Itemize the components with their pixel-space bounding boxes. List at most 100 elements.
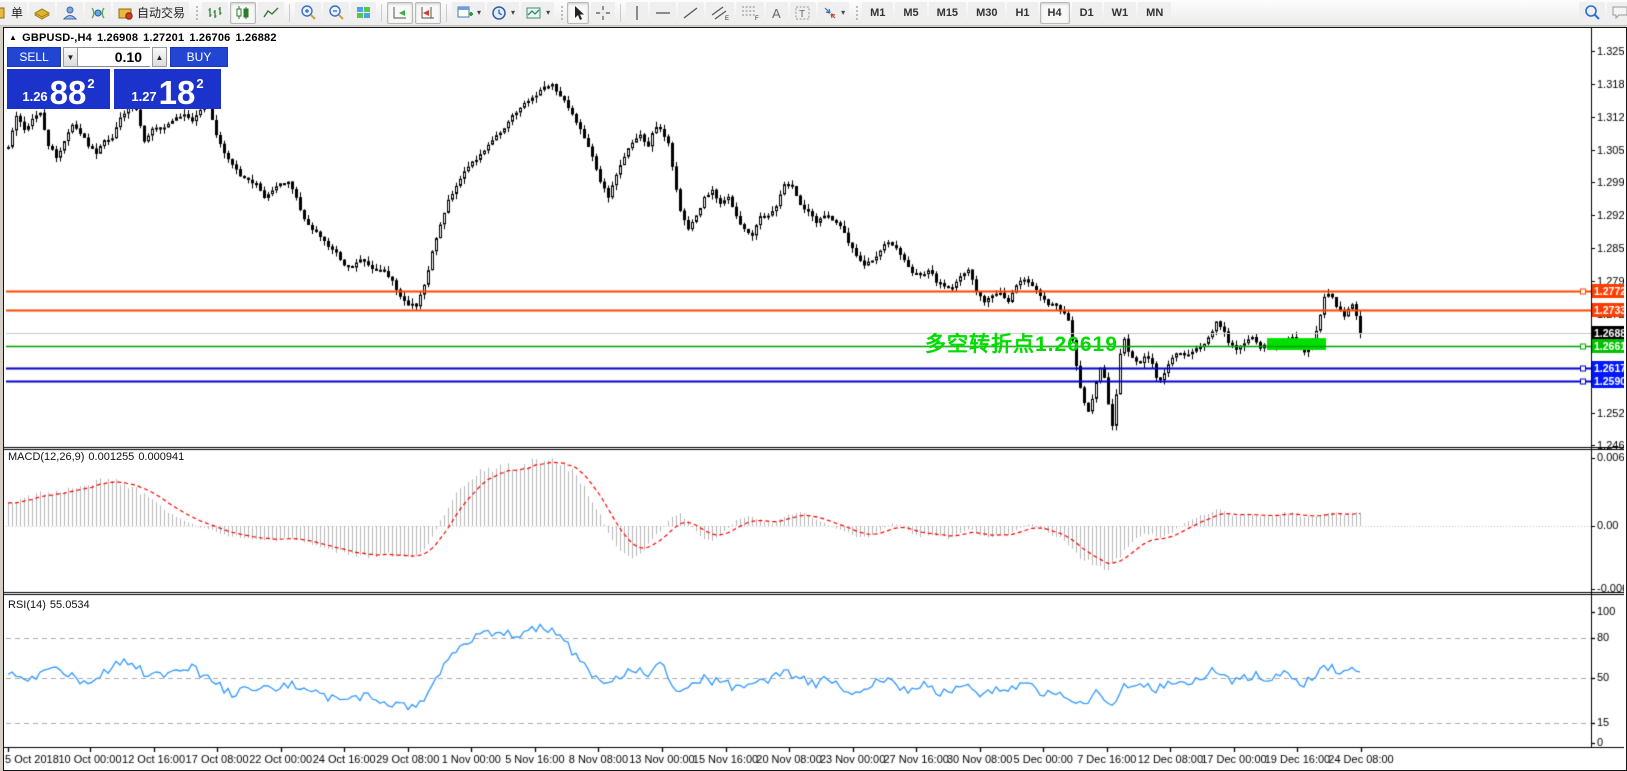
search-icon	[1585, 5, 1600, 20]
history-center-button[interactable]	[29, 1, 56, 24]
svg-text:T: T	[799, 9, 805, 20]
zoom-out-button[interactable]	[323, 1, 350, 24]
macd-signal-value: 0.000941	[138, 451, 185, 463]
sell-price-display[interactable]: 1.26 88 2	[7, 69, 110, 109]
toolbar-separator	[446, 3, 448, 22]
cursor-icon	[575, 5, 585, 20]
open-value: 1.26908	[96, 32, 139, 44]
chevron-down-icon: ▾	[546, 8, 551, 17]
timeframe-m5-button[interactable]: M5	[895, 1, 927, 24]
line-chart-button[interactable]	[258, 1, 285, 24]
sell-price-point: 2	[87, 76, 95, 91]
svg-text:A: A	[772, 6, 781, 21]
fibonacci-icon: F	[742, 6, 759, 21]
timeframe-d1-button[interactable]: D1	[1071, 1, 1102, 24]
new-order-button[interactable]: 单	[0, 1, 28, 24]
new-order-label: 单	[11, 6, 24, 20]
chart-canvas[interactable]	[4, 28, 1624, 768]
text-icon: A	[772, 6, 781, 21]
search-button[interactable]	[1579, 1, 1605, 24]
period-dropdown[interactable]: ▾	[487, 1, 520, 24]
autotrading-label: 自动交易	[137, 6, 186, 20]
autotrading-button[interactable]: 自动交易	[113, 1, 190, 24]
buy-price-display[interactable]: 1.27 18 2	[114, 69, 221, 109]
chart-window: ▲ GBPUSD-,H4 1.26908 1.27201 1.26706 1.26882 …	[3, 27, 1627, 771]
svg-text:F: F	[755, 16, 759, 21]
template-dropdown[interactable]: ▾	[521, 1, 555, 24]
sell-button[interactable]: SELL	[7, 47, 61, 67]
horizontal-line-icon	[656, 11, 671, 14]
lot-size-input[interactable]	[78, 47, 150, 67]
accounts-button[interactable]	[57, 1, 84, 24]
lot-increase-button[interactable]: ▲	[152, 47, 167, 67]
template-icon	[526, 7, 541, 18]
timeframe-h4-button[interactable]: H4	[1039, 1, 1070, 24]
buy-button[interactable]: BUY	[170, 47, 228, 67]
symbol-period-label: GBPUSD-,H4	[22, 32, 92, 44]
gold-bar-icon	[34, 7, 51, 20]
timeframe-m30-button[interactable]: M30	[968, 1, 1006, 24]
toolbar-grip	[559, 3, 565, 22]
timeframe-w1-button[interactable]: W1	[1103, 1, 1137, 24]
toolbar-separator	[620, 3, 622, 22]
annotation-text[interactable]: 多空转折点1.26619	[925, 333, 1118, 356]
bar-chart-icon	[208, 6, 222, 18]
text-label-tool[interactable]: T	[790, 1, 817, 24]
timeframe-m1-button[interactable]: M1	[862, 1, 894, 24]
chat-button[interactable]	[1607, 1, 1627, 24]
timeframe-h1-button[interactable]: H1	[1007, 1, 1038, 24]
buy-price-integer: 1.27	[131, 89, 157, 104]
cursor-tool-button[interactable]	[567, 1, 590, 24]
signals-button[interactable]	[85, 1, 112, 24]
chart-title: ▲ GBPUSD-,H4 1.26908 1.27201 1.26706 1.26882	[9, 32, 282, 44]
arrows-icon	[824, 7, 836, 18]
new-chart-icon	[457, 6, 474, 17]
chevron-down-icon: ▾	[511, 8, 516, 17]
text-label-icon: T	[795, 6, 810, 20]
lot-decrease-button[interactable]: ▼	[63, 47, 78, 67]
candlestick-chart-button[interactable]	[230, 1, 257, 24]
text-tool[interactable]: A	[766, 1, 789, 24]
toolbar-separator	[289, 3, 291, 22]
sell-price-integer: 1.26	[22, 89, 48, 104]
macd-name: MACD(12,26,9)	[8, 451, 85, 463]
toolbar-grip	[854, 3, 860, 22]
trendline-icon	[683, 6, 698, 19]
equidistant-channel-tool[interactable]: E	[706, 1, 735, 24]
vertical-line-tool[interactable]	[626, 1, 649, 24]
low-value: 1.26706	[189, 32, 231, 44]
chart-shift-button[interactable]	[415, 1, 442, 24]
zoom-in-button[interactable]	[295, 1, 322, 24]
horizontal-line-tool[interactable]	[650, 1, 677, 24]
sell-price-pips: 88	[49, 73, 87, 111]
tile-windows-button[interactable]	[351, 1, 377, 24]
toolbar-separator	[381, 3, 383, 22]
chart-shift-icon	[421, 6, 435, 18]
channel-icon: E	[711, 6, 729, 21]
bar-chart-button[interactable]	[202, 1, 229, 24]
timeframe-m15-button[interactable]: M15	[928, 1, 967, 24]
signal-icon	[91, 7, 105, 18]
vertical-line-icon	[636, 5, 638, 20]
crosshair-tool-button[interactable]	[591, 1, 616, 24]
close-value: 1.26882	[235, 32, 277, 44]
auto-scroll-button[interactable]	[387, 1, 414, 24]
rsi-name: RSI(14)	[8, 599, 46, 611]
timeframe-mn-button[interactable]: MN	[1138, 1, 1172, 24]
toolbar-grip	[194, 3, 200, 22]
new-order-icon	[0, 7, 5, 18]
candlestick-chart-icon	[236, 5, 249, 19]
new-chart-dropdown[interactable]: ▾	[452, 1, 486, 24]
line-chart-icon	[263, 7, 279, 17]
arrows-tool-dropdown[interactable]: ▾	[818, 1, 850, 24]
macd-value: 0.001255	[88, 451, 135, 463]
buy-price-pips: 18	[158, 73, 196, 111]
chevron-down-icon: ▾	[841, 8, 846, 17]
trendline-tool[interactable]	[678, 1, 705, 24]
zoom-in-icon	[301, 5, 316, 20]
macd-label: MACD(12,26,9) 0.001255 0.000941	[8, 451, 188, 463]
collapse-icon[interactable]: ▲	[9, 33, 18, 42]
fibonacci-tool[interactable]: F	[736, 1, 765, 24]
